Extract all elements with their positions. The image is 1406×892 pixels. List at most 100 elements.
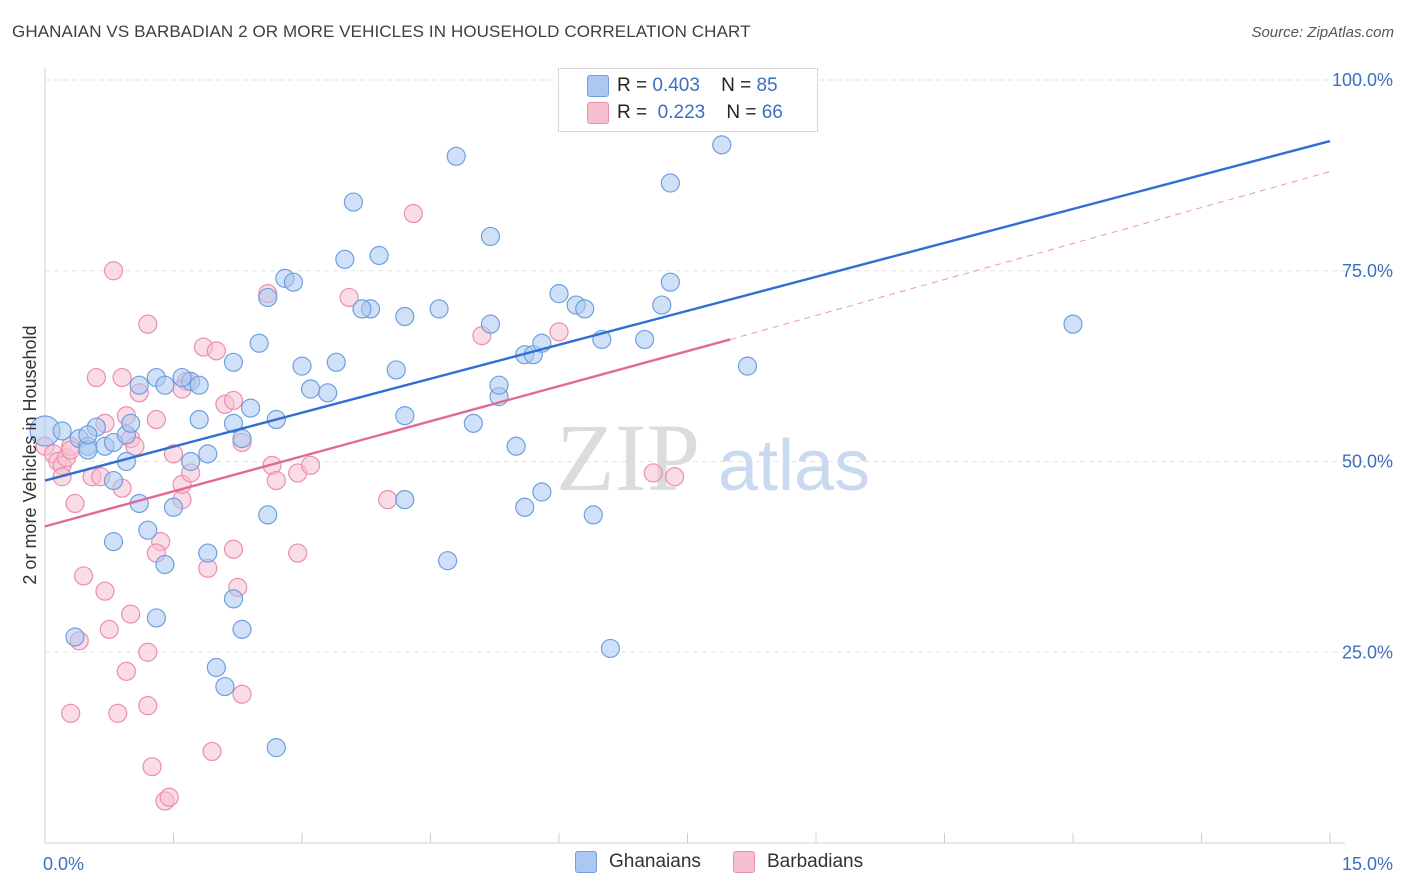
barbadians-trend-extension [730, 171, 1331, 340]
y-tick-label: 100.0% [1332, 70, 1393, 90]
series-legend: Ghanaians Barbadians [0, 851, 1406, 877]
correlation-legend: R = 0.403 N = 85 R = 0.223 N = 66 [558, 68, 818, 132]
barbadians-point [86, 367, 107, 388]
ghanaians-point [206, 657, 226, 678]
ghanaians-point [198, 444, 218, 464]
barbadians-trend-line [44, 338, 731, 528]
barbadians-point [103, 261, 124, 281]
ghanaians-point [386, 360, 406, 380]
barbadians-point [202, 741, 222, 762]
r-label: R = [617, 102, 648, 123]
ghanaians-point [292, 356, 312, 376]
barbadians-swatch [587, 102, 609, 124]
ghanaians-point [335, 249, 355, 269]
barbadians-point [266, 470, 286, 491]
ghanaians-point [189, 375, 209, 395]
x-tick-label: 0.0% [43, 854, 84, 874]
n-label: N = [726, 102, 757, 123]
legend-label: Ghanaians [609, 851, 701, 872]
ghanaians-point [712, 135, 732, 155]
barbadians-point [108, 703, 128, 723]
legend-item-ghanaians[interactable]: Ghanaians [575, 851, 701, 873]
trend-lines [44, 139, 1331, 528]
ghanaians-point [223, 352, 244, 372]
ghanaians-point [138, 520, 158, 540]
ghanaians-point [446, 146, 466, 166]
ghanaians-point [65, 627, 85, 647]
ghanaians-point [395, 406, 415, 426]
ghanaians-point [121, 413, 141, 433]
ghanaians-point [249, 333, 269, 353]
ghanaians-point [515, 497, 535, 517]
barbadians-point [116, 661, 136, 681]
legend-item-barbadians[interactable]: Barbadians [733, 851, 863, 873]
barbadians-point [223, 539, 244, 559]
y-tick-label: 50.0% [1342, 452, 1393, 472]
ghanaians-swatch [587, 75, 609, 97]
ghanaians-point [163, 497, 184, 517]
ghanaians-point [737, 356, 758, 376]
ghanaians-point [506, 436, 526, 456]
barbadians-point [159, 787, 179, 807]
barbadians-point [549, 322, 569, 342]
n-label: N = [721, 75, 752, 96]
ghanaians-point [283, 272, 304, 292]
ghanaians-point [480, 226, 501, 247]
ghanaians-point [395, 490, 415, 510]
ghanaians-point [395, 306, 415, 327]
ghanaians-point [635, 329, 655, 350]
ghanaians-point [600, 638, 621, 659]
ghanaians-point [1063, 314, 1083, 334]
y-tick-label: 75.0% [1342, 261, 1393, 281]
barbadians-point [95, 581, 115, 601]
barbadians-point [643, 463, 663, 483]
ghanaians-trend-line [44, 139, 1331, 482]
legend-row-ghanaians: R = 0.403 N = 85 [587, 73, 778, 99]
barbadians-point [300, 455, 321, 475]
y-axis-label: 2 or more Vehicles in Household [20, 325, 40, 584]
ghanaians-point [463, 413, 483, 433]
ghanaians-point [258, 505, 278, 525]
ghanaians-point [78, 425, 98, 445]
ghanaians-point [369, 245, 389, 266]
barbadians-point [403, 203, 423, 224]
ghanaians-point [660, 272, 680, 292]
barbadians-point [61, 703, 81, 723]
barbadians-point [339, 287, 359, 308]
ghanaians-point [575, 299, 595, 319]
ghanaians-point [343, 192, 363, 212]
grid-lines [45, 79, 1392, 653]
barbadians-point [138, 696, 158, 716]
barbadians-point [138, 642, 158, 662]
ghanaians-point [223, 413, 244, 433]
r-value: 0.223 [657, 102, 706, 123]
ghanaians-point [326, 352, 346, 372]
ghanaians-point [489, 375, 509, 395]
r-label: R = [617, 75, 648, 96]
watermark-atlas: atlas [718, 426, 870, 506]
ghanaians-point [223, 589, 244, 609]
ghanaians-point [266, 738, 286, 758]
r-value: 0.403 [652, 75, 700, 96]
barbadians-point [142, 757, 162, 777]
x-tick-label: 15.0% [1342, 854, 1393, 874]
barbadians-point [146, 409, 166, 430]
ghanaians-point [300, 379, 321, 399]
ghanaians-point [583, 505, 603, 525]
barbadians-point [378, 490, 398, 510]
ghanaians-point [352, 299, 372, 319]
n-value: 66 [761, 102, 783, 123]
barbadians-point [112, 367, 132, 388]
ghanaians-point [549, 284, 569, 304]
barbadians-point [121, 604, 141, 624]
ghanaians-swatch [575, 851, 597, 873]
ghanaians-point [198, 543, 218, 563]
barbadians-point [138, 314, 158, 334]
ghanaians-point [241, 398, 261, 418]
ghanaians-points [29, 135, 1083, 758]
chart-title: GHANAIAN VS BARBADIAN 2 OR MORE VEHICLES… [12, 22, 751, 41]
barbadians-point [65, 493, 85, 514]
ghanaians-point [189, 409, 209, 430]
ghanaians-point [652, 295, 672, 315]
ghanaians-point [155, 554, 175, 575]
